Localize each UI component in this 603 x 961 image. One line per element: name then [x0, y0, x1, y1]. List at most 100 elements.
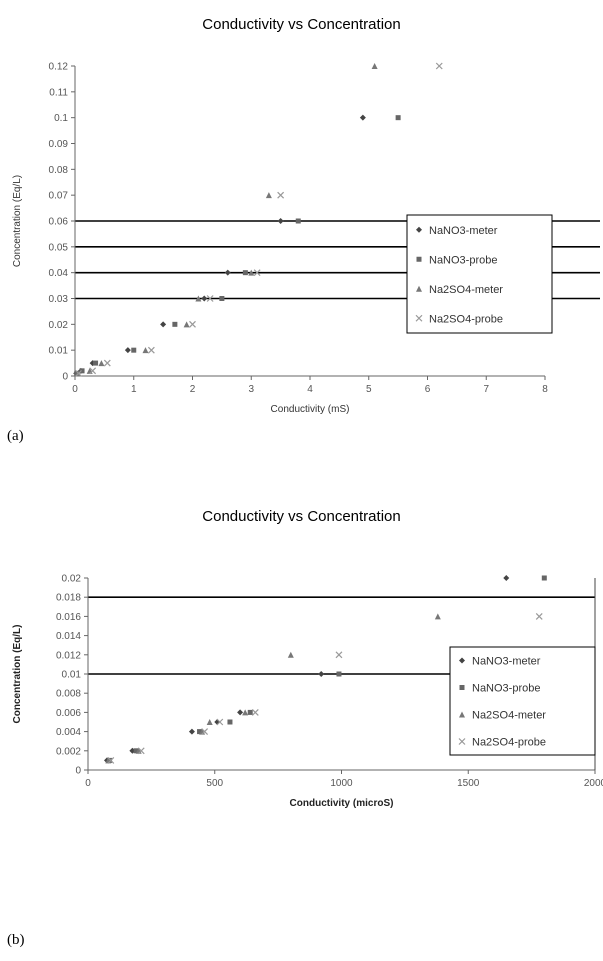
- y-tick-label-6: 0.012: [56, 650, 81, 661]
- legend-marker-3: [415, 314, 423, 322]
- point-s0-3: [124, 347, 131, 354]
- y-tick-label-9: 0.018: [56, 593, 81, 604]
- point-s1-2: [197, 729, 203, 735]
- point-s1-8: [395, 115, 401, 121]
- y-tick-label-3: 0.03: [49, 294, 69, 305]
- x-tick-label-0: 0: [85, 778, 91, 789]
- legend-marker-2: [459, 711, 465, 718]
- legend-marker-1: [416, 256, 422, 262]
- y-tick-label-8: 0.08: [49, 165, 69, 176]
- x-tick-label-0: 0: [72, 384, 78, 395]
- point-s0-6: [224, 269, 231, 276]
- x-tick-label-5: 5: [366, 384, 372, 395]
- point-s0-4: [237, 709, 244, 716]
- y-tick-label-2: 0.004: [56, 727, 81, 738]
- point-s2-6: [248, 269, 255, 276]
- y-tick-label-5: 0.01: [62, 670, 82, 681]
- point-s0-5: [201, 295, 208, 302]
- point-s0-4: [160, 321, 167, 328]
- legend-label-0: NaNO3-meter: [429, 225, 498, 237]
- point-s1-4: [172, 321, 178, 327]
- point-s3-3: [216, 718, 224, 726]
- x-axis-label: Conductivity (mS): [271, 404, 350, 415]
- point-s2-5: [287, 651, 294, 658]
- legend-label-1: NaNO3-probe: [472, 683, 540, 695]
- y-tick-label-0: 0: [62, 372, 68, 383]
- point-s2-5: [195, 295, 202, 302]
- legend-label-2: Na2SO4-meter: [472, 710, 546, 722]
- point-s3-2: [201, 728, 209, 736]
- x-axis-label: Conductivity (microS): [290, 798, 394, 809]
- point-s3-8: [435, 62, 443, 70]
- point-s0-6: [503, 575, 510, 581]
- legend-box: [449, 646, 596, 756]
- x-tick-label-7: 7: [483, 384, 489, 395]
- x-tick-label-6: 6: [425, 384, 431, 395]
- point-s2-7: [265, 192, 272, 199]
- y-tick-label-12: 0.12: [49, 62, 69, 73]
- point-s3-1: [137, 747, 145, 755]
- legend-marker-0: [459, 657, 465, 664]
- y-tick-label-1: 0.002: [56, 746, 81, 757]
- legend-marker-0: [416, 226, 422, 233]
- y-tick-label-4: 0.04: [49, 268, 69, 279]
- point-s2-2: [98, 360, 105, 367]
- chart-a-svg: 0 0.01 0.02 0.03 0.04 0.05 0.06 0.07 0.08 0.09 0.1…: [12, 62, 600, 415]
- point-s3-5: [335, 651, 343, 659]
- point-s0-5: [318, 671, 325, 677]
- point-s1-3: [227, 719, 233, 725]
- point-s3-4: [189, 320, 196, 328]
- y-tick-label-10: 0.02: [62, 574, 82, 585]
- x-tick-label-3: 1500: [457, 778, 480, 789]
- point-s1-6: [541, 575, 547, 581]
- y-tick-label-9: 0.09: [49, 139, 69, 150]
- chart-title-a: Conductivity vs Concentration: [202, 16, 401, 33]
- chart-b-svg: 0 0.002 0.004 0.006 0.008 0.01 0.012 0.014 0.016…: [12, 574, 603, 810]
- point-s3-3: [147, 346, 155, 354]
- y-tick-label-10: 0.1: [54, 113, 68, 124]
- legend-label-0: NaNO3-meter: [472, 656, 541, 668]
- point-s2-4: [183, 321, 190, 328]
- y-tick-label-6: 0.06: [49, 217, 69, 228]
- y-tick-label-1: 0.01: [49, 346, 69, 357]
- chart-panel-b: Conductivity vs Concentration 0 0.002 0.00…: [0, 492, 603, 961]
- point-s3-2: [103, 359, 111, 367]
- y-tick-label-5: 0.05: [49, 242, 69, 253]
- y-tick-label-11: 0.11: [49, 87, 68, 98]
- point-s1-1: [133, 748, 139, 754]
- y-axis-label: Concentration (Eq/L): [12, 175, 23, 267]
- legend-marker-3: [458, 738, 466, 745]
- point-s3-0: [107, 756, 115, 764]
- y-tick-label-7: 0.07: [49, 191, 69, 202]
- point-s2-6: [434, 613, 441, 620]
- point-s0-7: [277, 218, 284, 224]
- point-s1-3: [131, 347, 137, 353]
- point-s0-2: [188, 728, 195, 735]
- y-tick-label-4: 0.008: [56, 689, 81, 700]
- y-tick-label-7: 0.014: [56, 631, 81, 642]
- point-s1-7: [295, 218, 301, 224]
- legend-label-1: NaNO3-probe: [429, 254, 497, 266]
- x-tick-label-1: 1: [131, 384, 137, 395]
- point-s2-3: [206, 719, 213, 725]
- point-s3-7: [277, 191, 285, 199]
- x-tick-label-8: 8: [542, 384, 548, 395]
- legend-label-2: Na2SO4-meter: [429, 284, 503, 296]
- y-tick-label-0: 0: [75, 766, 81, 777]
- chart-panel-a: Conductivity vs Concentration 0 0.01 0.02 0…: [0, 0, 603, 470]
- x-tick-label-2: 1000: [330, 778, 353, 789]
- point-s3-6: [535, 612, 543, 620]
- x-tick-label-2: 2: [190, 384, 196, 395]
- point-s1-5: [219, 296, 225, 301]
- legend-label-3: Na2SO4-probe: [472, 737, 546, 749]
- y-tick-label-2: 0.02: [49, 320, 69, 331]
- x-tick-label-3: 3: [248, 384, 254, 395]
- x-tick-label-4: 4: [307, 384, 313, 395]
- x-tick-label-1: 500: [206, 778, 223, 789]
- legend-marker-1: [459, 685, 465, 690]
- point-s1-4: [247, 709, 253, 715]
- chart-title-b: Conductivity vs Concentration: [202, 508, 401, 525]
- legend-label-3: Na2SO4-probe: [429, 313, 503, 325]
- point-s2-4: [242, 709, 249, 716]
- point-s1-1: [79, 368, 85, 374]
